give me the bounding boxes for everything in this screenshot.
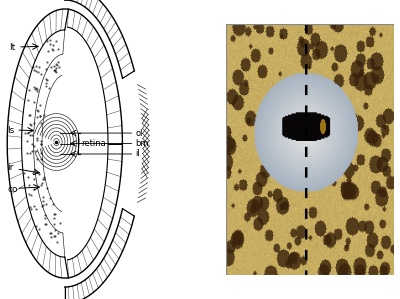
Text: lt: lt — [10, 43, 16, 52]
Text: co: co — [7, 185, 18, 194]
Text: retina: retina — [81, 139, 106, 148]
Text: bm: bm — [136, 139, 149, 148]
Text: ir: ir — [7, 163, 14, 172]
Text: ol: ol — [136, 129, 143, 138]
Text: ls: ls — [7, 126, 14, 135]
Text: il: il — [136, 150, 140, 158]
